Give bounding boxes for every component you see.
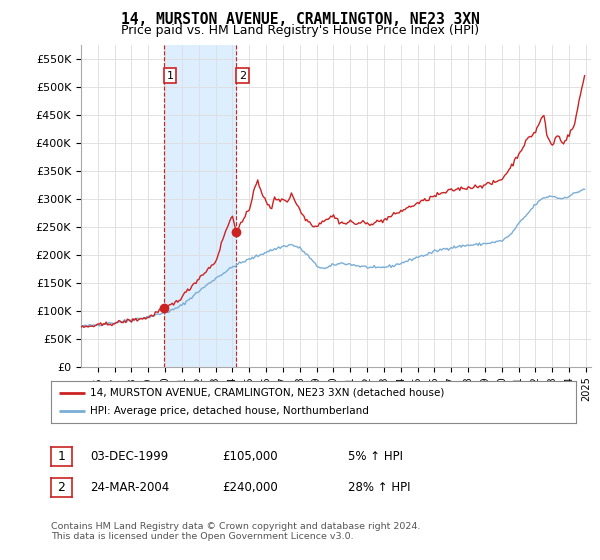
Text: Contains HM Land Registry data © Crown copyright and database right 2024.
This d: Contains HM Land Registry data © Crown c… [51, 522, 421, 542]
Text: 24-MAR-2004: 24-MAR-2004 [90, 480, 169, 494]
Text: 03-DEC-1999: 03-DEC-1999 [90, 450, 168, 463]
Text: 5% ↑ HPI: 5% ↑ HPI [348, 450, 403, 463]
Text: 2: 2 [239, 71, 246, 81]
Text: HPI: Average price, detached house, Northumberland: HPI: Average price, detached house, Nort… [91, 406, 369, 416]
Text: 28% ↑ HPI: 28% ↑ HPI [348, 480, 410, 494]
Text: £240,000: £240,000 [222, 480, 278, 494]
Text: 1: 1 [166, 71, 173, 81]
Text: 1: 1 [58, 450, 65, 463]
Text: 14, MURSTON AVENUE, CRAMLINGTON, NE23 3XN: 14, MURSTON AVENUE, CRAMLINGTON, NE23 3X… [121, 12, 479, 27]
Text: Price paid vs. HM Land Registry's House Price Index (HPI): Price paid vs. HM Land Registry's House … [121, 24, 479, 36]
Bar [164, 45, 236, 367]
Text: £105,000: £105,000 [222, 450, 278, 463]
Text: 2: 2 [58, 481, 65, 494]
Text: 14, MURSTON AVENUE, CRAMLINGTON, NE23 3XN (detached house): 14, MURSTON AVENUE, CRAMLINGTON, NE23 3X… [91, 388, 445, 398]
